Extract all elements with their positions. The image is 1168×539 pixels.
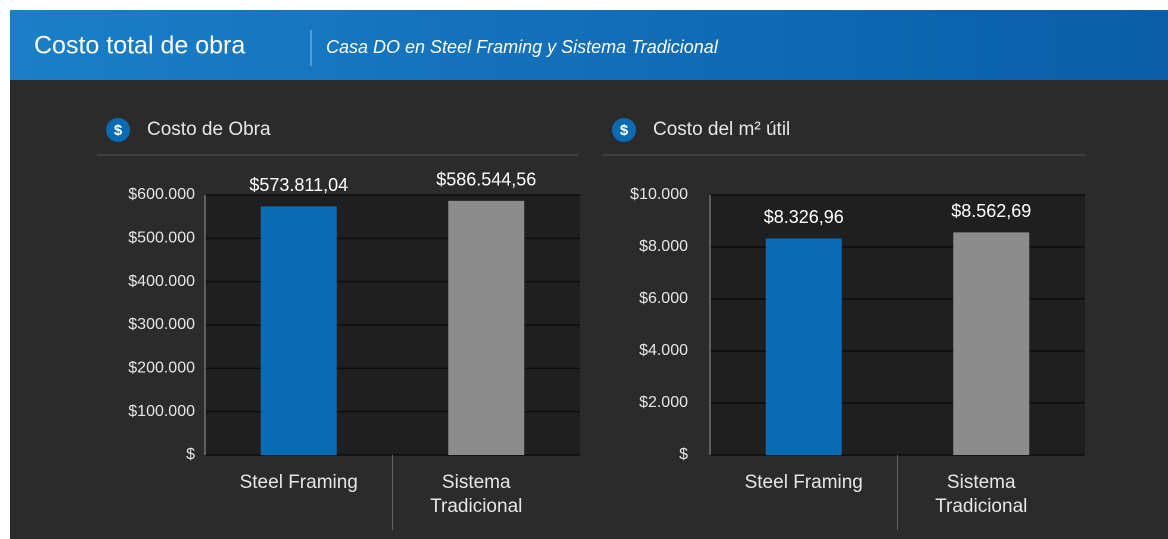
bar bbox=[448, 200, 525, 455]
x-tick-label: Steel Framing bbox=[239, 472, 358, 493]
value-label: $573.811,04 bbox=[249, 175, 348, 195]
section-icon-text: $ bbox=[620, 122, 629, 139]
bar bbox=[953, 232, 1030, 455]
section-title: Costo del m² útil bbox=[653, 119, 790, 140]
y-tick-label: $6.000 bbox=[639, 290, 688, 307]
y-tick-label: $ bbox=[679, 446, 688, 463]
value-label: $586.544,56 bbox=[436, 170, 536, 190]
y-tick-label: $200.000 bbox=[128, 360, 195, 377]
y-tick-label: $8.000 bbox=[639, 238, 688, 255]
y-tick-label: $300.000 bbox=[128, 316, 195, 333]
bar bbox=[765, 238, 842, 455]
section-title: Costo de Obra bbox=[147, 119, 271, 140]
value-label: $8.562,69 bbox=[951, 201, 1031, 221]
header-subtitle: Casa DO en Steel Framing y Sistema Tradi… bbox=[326, 37, 719, 57]
y-tick-label: $600.000 bbox=[128, 186, 195, 203]
y-tick-label: $ bbox=[186, 446, 195, 463]
header-bar bbox=[10, 10, 1168, 80]
x-tick-label: Sistema Tradicional bbox=[935, 472, 1028, 517]
bar bbox=[260, 206, 337, 455]
header-title: Costo total de obra bbox=[34, 32, 245, 60]
y-tick-label: $100.000 bbox=[128, 403, 195, 420]
x-tick-label: Sistema Tradicional bbox=[430, 472, 523, 517]
y-tick-label: $10.000 bbox=[630, 186, 688, 203]
x-tick-label: Steel Framing bbox=[744, 472, 863, 493]
y-tick-label: $500.000 bbox=[128, 230, 195, 247]
y-tick-label: $2.000 bbox=[639, 394, 688, 411]
y-tick-label: $4.000 bbox=[639, 342, 688, 359]
section-icon bbox=[106, 118, 130, 142]
y-tick-label: $400.000 bbox=[128, 273, 195, 290]
section-icon-text: $ bbox=[114, 122, 123, 139]
section-icon bbox=[612, 118, 636, 142]
value-label: $8.326,96 bbox=[764, 207, 844, 227]
